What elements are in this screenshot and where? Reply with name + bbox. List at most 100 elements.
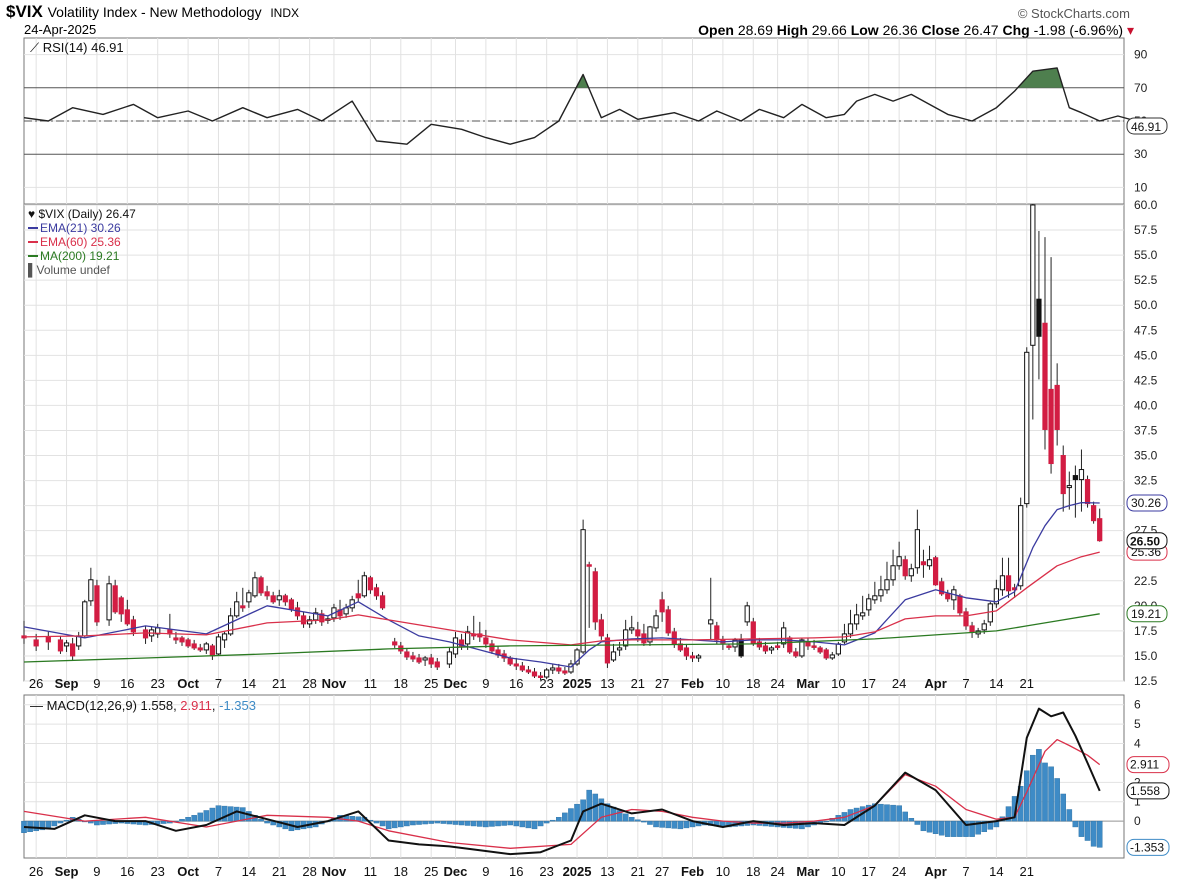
candle-body-114 [768, 647, 775, 651]
macd-hist-bar-96 [604, 803, 611, 822]
macd-hist-bar-153 [951, 820, 957, 837]
macd-hist-bar-75 [477, 820, 483, 827]
macd-hist-bar-151 [938, 820, 945, 836]
macd-hist-bar-149 [926, 820, 933, 833]
macd-hist-bar-152 [944, 820, 951, 837]
candle-body-69 [489, 643, 495, 652]
macd-hist-bar-85 [537, 820, 544, 827]
open-label: Open [698, 22, 734, 38]
macd-hist-bar-174 [1078, 820, 1085, 837]
rsi-tick-label-0: 10 [1134, 180, 1148, 194]
x-tick-mid-5: Oct [177, 676, 199, 691]
macd-legend-hist: -1.353 [219, 698, 256, 713]
x-tick-mid-3: 16 [120, 676, 134, 691]
candle-body-89 [610, 651, 617, 661]
macd-hist-bar-167 [1036, 749, 1042, 822]
x-tick-mid-4: 23 [150, 676, 164, 691]
macd-hist-bar-89 [562, 812, 568, 822]
candle-body-154 [1011, 587, 1018, 591]
macd-hist-bar-61 [391, 820, 398, 829]
macd-hist-bar-86 [543, 820, 550, 824]
x-tick-mid-23: 10 [716, 676, 730, 691]
candle-body-86 [592, 571, 598, 623]
candle-body-141 [932, 557, 939, 586]
candle-body-15 [142, 629, 149, 639]
macd-hist-bar-67 [428, 820, 434, 824]
rsi-tick-label-1: 30 [1134, 147, 1148, 161]
candle-body-34 [264, 591, 270, 597]
x-tick-bottom-30: Apr [924, 864, 946, 879]
candle-body-130 [866, 598, 872, 611]
candle-body-38 [288, 599, 295, 610]
candle-body-91 [623, 629, 629, 647]
macd-hist-bar-145 [902, 811, 908, 822]
price-tick-label-15: 50.0 [1134, 298, 1158, 312]
macd-legend-sep: , [212, 698, 219, 713]
candle-body-73 [513, 663, 519, 667]
x-tick-mid-28: 17 [862, 676, 876, 691]
rsi-overbought-fill [1017, 67, 1064, 88]
candle-body-32 [252, 577, 258, 597]
candle-body-83 [574, 649, 580, 665]
candle-body-87 [598, 619, 604, 637]
x-tick-bottom-23: 10 [716, 864, 730, 879]
macd-hist-bar-78 [495, 820, 501, 827]
x-tick-mid-16: 16 [509, 676, 523, 691]
candle-body-155 [1018, 505, 1024, 587]
candle-body-127 [847, 623, 854, 635]
macd-hist-bar-77 [489, 820, 495, 827]
overlay-last-box-2 [1126, 605, 1168, 623]
macd-tick-label-2: 2 [1134, 775, 1141, 789]
price-tick-label-19: 60.0 [1134, 198, 1158, 212]
candle-body-63 [452, 637, 459, 655]
candle-body-57 [410, 655, 416, 660]
candle-body-158 [1036, 298, 1042, 337]
candle-body-19 [173, 637, 179, 641]
macd-hist-bar-144 [896, 805, 902, 822]
change-label: Chg [1002, 22, 1030, 38]
rsi-overbought-fill [576, 74, 589, 88]
macd-hist-bar-54 [349, 816, 355, 822]
macd-hist-bar-81 [513, 820, 520, 827]
candle-body-76 [531, 671, 538, 677]
candle-body-31 [246, 592, 252, 603]
x-tick-mid-22: Feb [681, 676, 704, 691]
candle-body-29 [234, 601, 240, 617]
macd-hist-bar-70 [446, 820, 453, 825]
macd-hist-bar-168 [1042, 762, 1048, 822]
candle-body-68 [483, 637, 489, 645]
overlay-last-box-0 [1126, 494, 1168, 512]
x-tick-bottom-31: 7 [962, 864, 969, 879]
x-tick-bottom-12: 18 [394, 864, 408, 879]
macd-hist-bar-140 [872, 803, 878, 822]
macd-hist-bar-170 [1054, 778, 1060, 822]
candle-body-159 [1042, 322, 1048, 430]
candle-body-119 [799, 639, 805, 657]
candle-body-123 [823, 649, 829, 659]
x-tick-mid-7: 14 [242, 676, 256, 691]
macd-hist-bar-162 [1005, 806, 1012, 822]
macd-hist-bar-166 [1030, 754, 1036, 822]
x-tick-bottom-9: 28 [302, 864, 316, 879]
x-tick-bottom-24: 18 [746, 864, 760, 879]
x-tick-mid-20: 21 [631, 676, 645, 691]
macd-hist-bar-88 [556, 817, 562, 822]
candle-body-120 [805, 641, 811, 647]
candle-body-22 [191, 643, 197, 649]
macd-hist-bar-99 [622, 813, 629, 822]
candle-body-124 [829, 654, 835, 659]
macd-hist-bar-147 [914, 820, 921, 825]
macd-hist-bar-60 [385, 820, 392, 830]
price-tick-label-14: 47.5 [1134, 323, 1158, 337]
candle-body-133 [884, 579, 890, 591]
x-tick-bottom-14: Dec [444, 864, 468, 879]
down-arrow-icon: ▾ [1126, 22, 1134, 38]
candle-body-153 [1005, 575, 1012, 592]
macd-hist-bar-106 [665, 820, 671, 829]
macd-hist-bar-66 [422, 820, 428, 825]
candle-body-53 [379, 595, 386, 609]
macd-hist-bar-62 [398, 820, 404, 828]
price-tick-label-17: 55.0 [1134, 248, 1158, 262]
macd-signal-line [23, 738, 1101, 849]
